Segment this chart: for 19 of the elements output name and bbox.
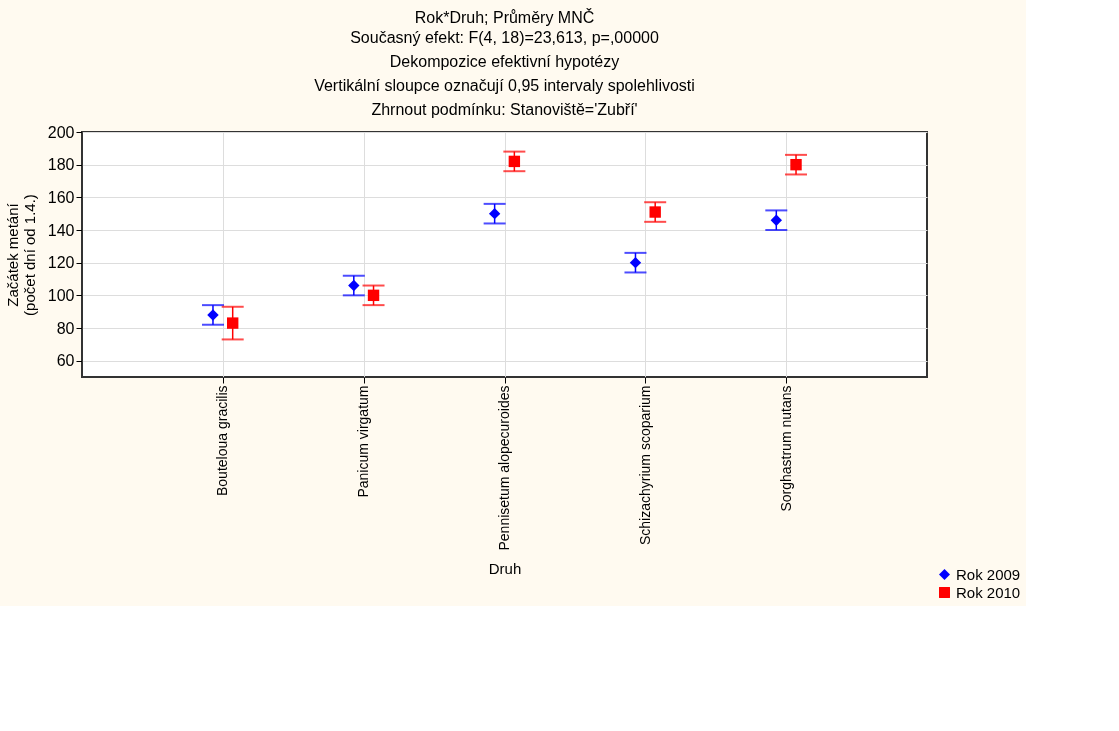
legend-label: Rok 2010 (956, 583, 1021, 601)
y-tick-label: 120 (47, 254, 75, 272)
x-tick-label: Panicum virgatum (355, 385, 372, 498)
y-axis-title: Začátek metání (počet dní od 1.4.) (3, 194, 38, 316)
x-tick-label: Sorghastrum nutans (777, 385, 794, 512)
y-tick-label: 160 (47, 188, 75, 206)
chart-subtitle: Současný efekt: F(4, 18)=23,613, p=,00000 Dekompozice efektivní hypotézy Vertikální sloupce označují 0,95 intervaly spolehlivosti Zhrnout podmínku: Stanoviště='Zubří' (314, 29, 695, 118)
x-tick-label: Schizachyrium scoparium (636, 385, 653, 545)
x-tick-label: Bouteloua gracilis (214, 385, 231, 497)
x-axis-title: Druh (488, 560, 522, 578)
chart-title: Rok*Druh; Průměry MNČ (414, 8, 595, 26)
y-tick-label: 80 (56, 319, 75, 337)
y-tick-label: 100 (47, 286, 75, 304)
y-tick-label: 200 (47, 123, 75, 141)
y-tick-label: 140 (47, 221, 75, 239)
x-tick-label: Pennisetum alopecuroides (496, 385, 512, 551)
y-tick-label: 180 (47, 156, 75, 174)
legend-label: Rok 2009 (956, 565, 1021, 583)
y-tick-label: 60 (56, 352, 75, 370)
